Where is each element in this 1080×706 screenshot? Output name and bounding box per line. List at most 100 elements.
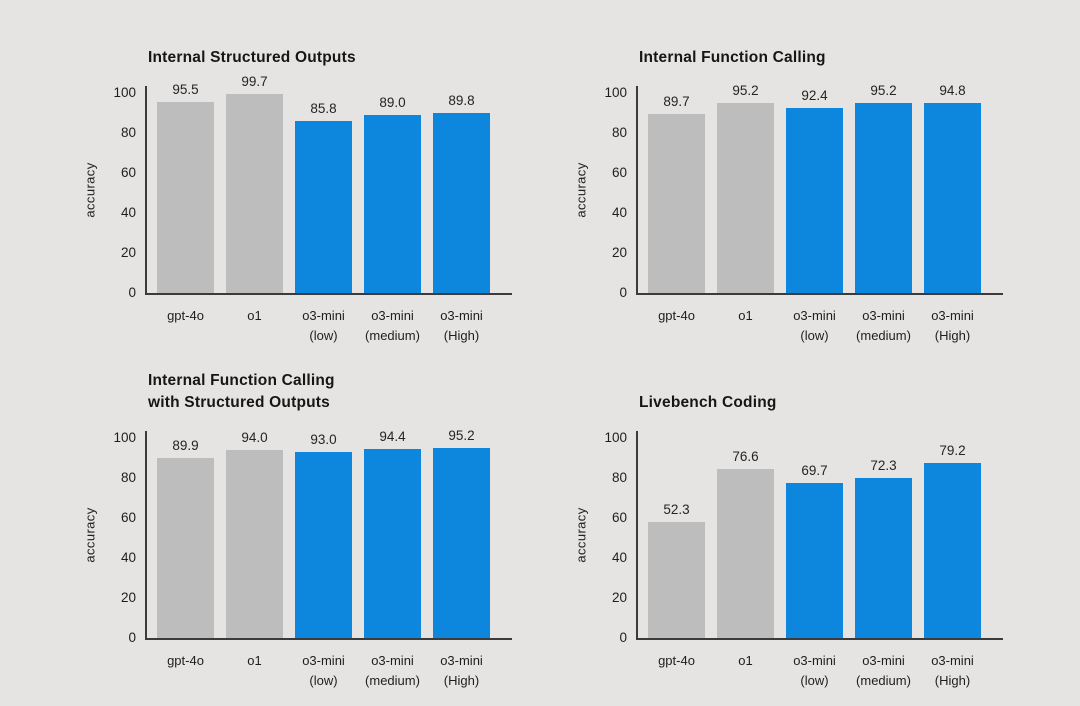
bar-value-label: 89.0 xyxy=(379,95,406,110)
y-tick-label: 100 xyxy=(113,430,136,445)
chart-title: Internal Function Calling with Structured… xyxy=(148,370,545,414)
x-category-label: o3-mini (medium) xyxy=(829,651,939,691)
bar-value-label: 85.8 xyxy=(310,101,337,117)
bar-o1: 99.7 xyxy=(226,74,283,293)
x-category-label: gpt-4o xyxy=(622,306,732,326)
x-category-line: o3-mini xyxy=(302,653,345,668)
plot-area: accuracy 0 20 40 60 80 100 95.5 gpt-4o 99.7 o1 85.… xyxy=(83,74,512,343)
bar-value-label: 99.7 xyxy=(241,73,268,89)
chart-title-line: Internal Structured Outputs xyxy=(148,49,356,66)
bar-o3-mini-low: 92.4 xyxy=(786,88,843,293)
y-tick-label: 40 xyxy=(120,550,136,565)
chart-title-line: Internal Function Calling xyxy=(639,49,826,66)
chart-title: Livebench Coding xyxy=(639,370,1036,414)
bar-o3-mini-low: 69.7 xyxy=(786,463,843,638)
x-category-line: o3-mini xyxy=(862,653,905,668)
x-category-line: (low) xyxy=(309,328,338,343)
chart-title-line: with Structured Outputs xyxy=(148,394,330,411)
x-category-line: o1 xyxy=(738,308,753,323)
y-axis-label: accuracy xyxy=(573,506,589,563)
y-tick-label: 20 xyxy=(611,590,627,605)
x-category-line: (medium) xyxy=(365,328,420,343)
x-category-line: (High) xyxy=(934,328,971,343)
x-category-line: o1 xyxy=(738,653,753,668)
bar-gpt-4o: 95.5 xyxy=(157,82,214,293)
bar-o3-mini-medium: 95.2 xyxy=(855,83,912,293)
x-category-label: o3-mini (High) xyxy=(407,306,517,346)
bar-value-label: 89.8 xyxy=(448,93,475,109)
bar-o3-mini-medium: 89.0 xyxy=(364,95,421,293)
bar-o1: 95.2 xyxy=(717,83,774,293)
x-category-line: (low) xyxy=(309,673,338,688)
y-tick-label: 20 xyxy=(120,245,136,260)
bar-o3-mini-low: 93.0 xyxy=(295,432,352,638)
y-tick-label: 40 xyxy=(611,205,627,220)
bar-value-label: 89.7 xyxy=(663,93,690,109)
x-category-label: o1 xyxy=(200,651,310,671)
x-category-label: o3-mini (low) xyxy=(760,651,870,691)
bar-value-label: 94.4 xyxy=(379,429,406,445)
x-category-label: o3-mini (High) xyxy=(898,651,1008,691)
bar-value-label: 89.9 xyxy=(172,438,199,454)
y-tick-label: 20 xyxy=(120,590,136,605)
y-tick-label: 40 xyxy=(611,550,627,565)
bar-value-label: 95.5 xyxy=(172,82,199,97)
x-category-line: (medium) xyxy=(856,673,911,688)
bar-value-label: 95.2 xyxy=(870,82,897,98)
chart-livebench-coding: Livebench Coding accuracy 0 20 40 60 80 100 52… xyxy=(571,370,1036,700)
x-category-line: gpt-4o xyxy=(658,308,695,323)
x-category-line: o3-mini xyxy=(440,308,483,323)
bar-gpt-4o: 89.9 xyxy=(157,438,214,638)
y-tick-label: 80 xyxy=(611,470,627,485)
y-axis-label: accuracy xyxy=(573,161,589,218)
y-axis-label: accuracy xyxy=(82,506,98,563)
bar-value-label: 95.2 xyxy=(448,427,475,443)
chart-internal-function-calling-structured-outputs: Internal Function Calling with Structured… xyxy=(80,370,545,700)
bar-o3-mini-medium: 72.3 xyxy=(855,458,912,638)
x-category-label: gpt-4o xyxy=(131,651,241,671)
bar-o3-mini-low: 85.8 xyxy=(295,101,352,293)
plot-area: accuracy 0 20 40 60 80 100 52.3 gpt-4o 76.6 o1 69.… xyxy=(574,430,1003,688)
x-category-line: o3-mini xyxy=(862,308,905,323)
y-tick-label: 0 xyxy=(128,285,136,300)
bar-gpt-4o: 89.7 xyxy=(648,94,705,293)
x-category-line: (High) xyxy=(443,328,480,343)
y-tick-label: 0 xyxy=(128,630,136,645)
bar-gpt-4o: 52.3 xyxy=(648,502,705,638)
x-category-line: gpt-4o xyxy=(167,653,204,668)
y-tick-label: 100 xyxy=(604,85,627,100)
x-category-label: o3-mini (medium) xyxy=(829,306,939,346)
x-category-label: o3-mini (High) xyxy=(407,651,517,691)
x-category-line: (High) xyxy=(934,673,971,688)
y-tick-label: 100 xyxy=(113,85,136,100)
x-category-line: gpt-4o xyxy=(658,653,695,668)
y-axis-label: accuracy xyxy=(82,161,98,218)
bar-value-label: 95.2 xyxy=(732,82,759,98)
x-category-label: o1 xyxy=(200,306,310,326)
x-category-label: o3-mini (medium) xyxy=(338,651,448,691)
x-category-line: o3-mini xyxy=(931,653,974,668)
x-category-label: o3-mini (low) xyxy=(760,306,870,346)
bar-o1: 76.6 xyxy=(717,449,774,638)
chart-title-line: Internal Function Calling xyxy=(148,372,335,389)
x-category-line: o1 xyxy=(247,653,262,668)
y-tick-label: 60 xyxy=(120,165,136,180)
bar-value-label: 76.6 xyxy=(732,449,759,464)
x-category-line: (low) xyxy=(800,673,829,688)
plot-area: accuracy 0 20 40 60 80 100 89.7 gpt-4o 95.2 o1 92.… xyxy=(574,83,1003,343)
y-tick-label: 60 xyxy=(611,165,627,180)
chart-title-line: Livebench Coding xyxy=(639,394,777,411)
x-category-label: o1 xyxy=(691,306,801,326)
x-category-line: o3-mini xyxy=(371,653,414,668)
x-category-line: gpt-4o xyxy=(167,308,204,323)
x-category-line: o3-mini xyxy=(793,653,836,668)
chart-internal-structured-outputs: Internal Structured Outputs accuracy 0 20… xyxy=(80,25,545,355)
chart-title: Internal Function Calling xyxy=(639,25,1036,69)
bar-value-label: 93.0 xyxy=(310,432,337,447)
bar-value-label: 72.3 xyxy=(870,458,897,473)
x-category-line: o3-mini xyxy=(440,653,483,668)
x-category-line: (medium) xyxy=(856,328,911,343)
bar-value-label: 69.7 xyxy=(801,463,828,478)
x-category-label: gpt-4o xyxy=(131,306,241,326)
